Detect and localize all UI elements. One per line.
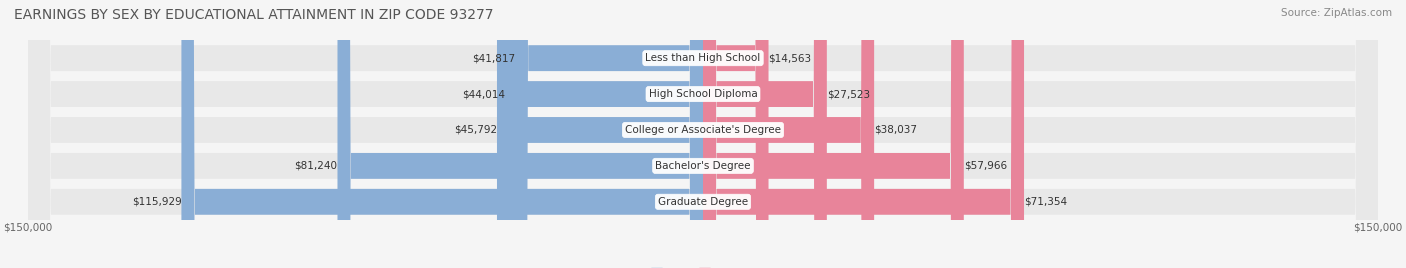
Text: $14,563: $14,563 [769, 53, 811, 63]
FancyBboxPatch shape [703, 0, 769, 268]
Text: $27,523: $27,523 [827, 89, 870, 99]
Text: Graduate Degree: Graduate Degree [658, 197, 748, 207]
FancyBboxPatch shape [28, 0, 1378, 268]
FancyBboxPatch shape [703, 0, 963, 268]
Text: $71,354: $71,354 [1024, 197, 1067, 207]
Text: $57,966: $57,966 [963, 161, 1007, 171]
FancyBboxPatch shape [505, 0, 703, 268]
Text: $44,014: $44,014 [463, 89, 505, 99]
Text: High School Diploma: High School Diploma [648, 89, 758, 99]
FancyBboxPatch shape [28, 0, 1378, 268]
FancyBboxPatch shape [181, 0, 703, 268]
Text: $38,037: $38,037 [875, 125, 917, 135]
Text: Bachelor's Degree: Bachelor's Degree [655, 161, 751, 171]
FancyBboxPatch shape [496, 0, 703, 268]
Text: Less than High School: Less than High School [645, 53, 761, 63]
FancyBboxPatch shape [337, 0, 703, 268]
FancyBboxPatch shape [703, 0, 875, 268]
Text: $45,792: $45,792 [454, 125, 496, 135]
Text: $115,929: $115,929 [132, 197, 181, 207]
Text: $81,240: $81,240 [294, 161, 337, 171]
FancyBboxPatch shape [28, 0, 1378, 268]
FancyBboxPatch shape [28, 0, 1378, 268]
Text: Source: ZipAtlas.com: Source: ZipAtlas.com [1281, 8, 1392, 18]
FancyBboxPatch shape [515, 0, 703, 268]
Text: EARNINGS BY SEX BY EDUCATIONAL ATTAINMENT IN ZIP CODE 93277: EARNINGS BY SEX BY EDUCATIONAL ATTAINMEN… [14, 8, 494, 22]
FancyBboxPatch shape [703, 0, 1024, 268]
FancyBboxPatch shape [703, 0, 827, 268]
Text: $41,817: $41,817 [472, 53, 515, 63]
Legend: Male, Female: Male, Female [647, 263, 759, 268]
FancyBboxPatch shape [28, 0, 1378, 268]
Text: College or Associate's Degree: College or Associate's Degree [626, 125, 780, 135]
